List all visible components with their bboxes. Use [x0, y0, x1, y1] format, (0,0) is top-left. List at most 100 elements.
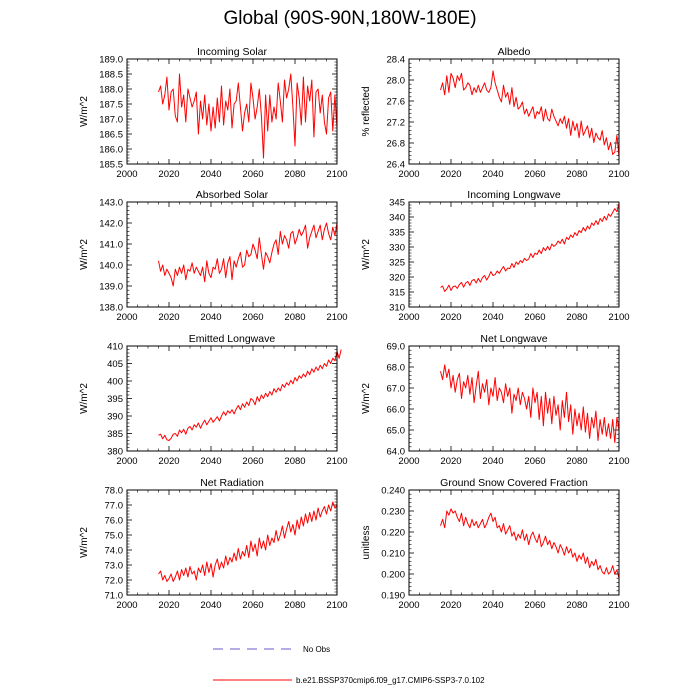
x-tick-label: 2020	[440, 600, 461, 611]
x-tick-label: 2020	[440, 312, 461, 323]
y-tick-label: 64.0	[387, 447, 406, 458]
chart-panel: Net Longwave W/m^2 2000 2020 2040 2060 2080 210…	[361, 333, 630, 467]
x-tick-label: 2060	[242, 169, 263, 180]
y-tick-label: 139.0	[99, 282, 123, 293]
x-tick-label: 2000	[398, 600, 419, 611]
chart-panel: Absorbed Solar W/m^2 2000 2020 2040 2060 2080 2…	[79, 189, 348, 323]
x-tick-label: 2000	[398, 312, 419, 323]
x-tick-label: 2080	[284, 169, 305, 180]
x-tick-label: 2020	[158, 169, 179, 180]
y-tick-label: 75.0	[105, 531, 124, 542]
x-tick-label: 2040	[200, 456, 221, 467]
y-tick-label: 188.0	[99, 85, 123, 96]
y-tick-label: 77.0	[105, 501, 124, 512]
y-tick-label: 28.4	[387, 55, 406, 66]
y-tick-label: 325	[389, 258, 405, 269]
x-tick-label: 2040	[482, 456, 503, 467]
x-tick-label: 2000	[116, 169, 137, 180]
chart-panel: Net Radiation W/m^2 2000 2020 2040 2060 2080 21…	[79, 477, 348, 611]
y-tick-label: 330	[389, 243, 405, 254]
legend-model-label: b.e21.BSSP370cmip6.f09_g17.CMIP6-SSP3-7.…	[296, 676, 485, 685]
y-tick-label: 0.220	[381, 528, 405, 539]
y-tick-label: 26.4	[387, 160, 406, 171]
chart-title: Incoming Longwave	[467, 189, 561, 201]
x-tick-label: 2060	[242, 456, 263, 467]
x-tick-label: 2100	[608, 312, 629, 323]
x-tick-label: 2080	[284, 600, 305, 611]
series-line	[158, 501, 338, 582]
plot-frame	[408, 489, 620, 596]
plot-frame	[408, 58, 620, 165]
plot-frame	[408, 201, 620, 308]
y-tick-label: 67.0	[387, 384, 406, 395]
y-tick-label: 380	[107, 447, 123, 458]
x-tick-label: 2000	[398, 456, 419, 467]
y-tick-label: 66.0	[387, 405, 406, 416]
y-axis-label: W/m^2	[361, 239, 372, 270]
y-tick-label: 186.5	[99, 130, 123, 141]
chart-title: Ground Snow Covered Fraction	[440, 477, 588, 489]
x-tick-label: 2100	[608, 600, 629, 611]
y-axis-label: % reflected	[361, 86, 372, 136]
y-axis-label: W/m^2	[79, 383, 90, 414]
y-tick-label: 400	[107, 377, 123, 388]
series-line	[158, 222, 338, 287]
x-tick-label: 2040	[482, 312, 503, 323]
x-tick-label: 2060	[524, 312, 545, 323]
y-axis-label: W/m^2	[79, 96, 90, 127]
x-tick-label: 2100	[326, 169, 347, 180]
y-tick-label: 0.210	[381, 549, 405, 560]
y-axis-label: W/m^2	[361, 383, 372, 414]
y-tick-label: 73.0	[105, 561, 124, 572]
y-tick-label: 0.200	[381, 570, 405, 581]
x-tick-label: 2040	[200, 169, 221, 180]
legend: No Obs b.e21.BSSP370cmip6.f09_g17.CMIP6-…	[213, 645, 485, 685]
x-tick-label: 2100	[608, 456, 629, 467]
chart-title: Absorbed Solar	[196, 189, 269, 201]
x-tick-label: 2080	[566, 312, 587, 323]
y-tick-label: 143.0	[99, 198, 123, 209]
figure-title: Global (90S-90N,180W-180E)	[223, 8, 477, 29]
x-tick-label: 2080	[284, 312, 305, 323]
y-tick-label: 187.5	[99, 100, 123, 111]
x-tick-label: 2100	[326, 456, 347, 467]
chart-title: Net Radiation	[200, 477, 264, 489]
y-tick-label: 405	[107, 359, 123, 370]
x-tick-label: 2060	[524, 169, 545, 180]
y-tick-label: 345	[389, 198, 405, 209]
x-tick-label: 2040	[200, 312, 221, 323]
series-line	[440, 203, 620, 292]
x-tick-label: 2080	[284, 456, 305, 467]
y-tick-label: 140.0	[99, 261, 123, 272]
y-tick-label: 28.0	[387, 76, 406, 87]
chart-title: Albedo	[498, 46, 531, 58]
x-tick-label: 2060	[242, 600, 263, 611]
y-tick-label: 142.0	[99, 219, 123, 230]
x-tick-label: 2000	[116, 312, 137, 323]
legend-obs-label: No Obs	[303, 645, 330, 654]
y-tick-label: 186.0	[99, 145, 123, 156]
y-tick-label: 340	[389, 213, 405, 224]
series-line	[440, 508, 620, 579]
y-axis-label: unitless	[361, 526, 372, 560]
x-tick-label: 2020	[158, 312, 179, 323]
chart-panel: Incoming Longwave W/m^2 2000 2020 2040 2060 20…	[361, 189, 630, 323]
y-tick-label: 69.0	[387, 342, 406, 353]
y-tick-label: 410	[107, 342, 123, 353]
chart-panel: Emitted Longwave W/m^2 2000 2020 2040 2060 208…	[79, 333, 348, 467]
x-tick-label: 2060	[524, 600, 545, 611]
x-tick-label: 2060	[242, 312, 263, 323]
chart-panel: Albedo % reflected 2000 2020 2040 2060 2080 210…	[361, 46, 630, 180]
y-tick-label: 187.0	[99, 115, 123, 126]
y-tick-label: 65.0	[387, 426, 406, 437]
y-tick-label: 27.2	[387, 118, 406, 129]
x-tick-label: 2080	[566, 169, 587, 180]
y-tick-label: 0.240	[381, 486, 405, 497]
y-tick-label: 395	[107, 394, 123, 405]
y-tick-label: 76.0	[105, 516, 124, 527]
x-tick-label: 2080	[566, 600, 587, 611]
series-line	[440, 364, 620, 444]
x-tick-label: 2000	[116, 456, 137, 467]
x-tick-label: 2100	[608, 169, 629, 180]
y-tick-label: 72.0	[105, 576, 124, 587]
